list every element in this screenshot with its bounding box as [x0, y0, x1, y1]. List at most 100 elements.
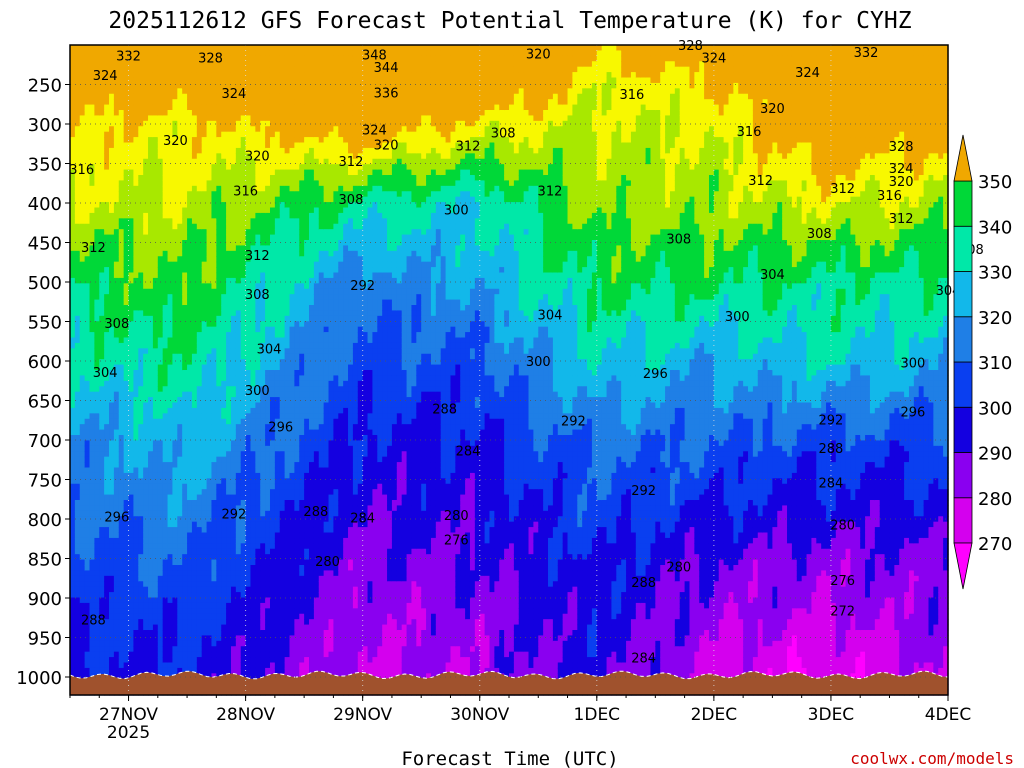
heat-cell: [79, 440, 86, 447]
heat-cell: [211, 527, 217, 534]
heat-cell: [113, 299, 120, 306]
heat-cell: [250, 202, 256, 209]
heat-cell: [128, 364, 135, 371]
heat-cell: [123, 310, 130, 317]
heat-cell: [79, 261, 86, 268]
heat-cell: [211, 82, 217, 89]
heat-cell: [138, 413, 144, 420]
heat-cell: [196, 402, 203, 409]
heat-cell: [152, 299, 159, 306]
heat-cell: [118, 407, 125, 414]
heat-cell: [89, 586, 95, 593]
heat-cell: [250, 667, 256, 674]
heat-cell: [187, 554, 193, 561]
heat-cell: [104, 310, 110, 317]
heat-cell: [265, 305, 271, 312]
heat-cell: [269, 137, 276, 144]
heat-cell: [211, 288, 217, 295]
heat-cell: [157, 229, 164, 236]
heat-cell: [187, 61, 193, 68]
heat-cell: [177, 110, 183, 117]
heat-cell: [211, 586, 217, 593]
heat-cell: [221, 245, 227, 252]
heat-cell: [230, 478, 237, 485]
heat-cell: [177, 391, 183, 398]
heat-cell: [157, 288, 164, 295]
heat-cell: [109, 137, 115, 144]
heat-cell: [143, 489, 149, 496]
heat-cell: [152, 548, 159, 555]
heat-cell: [191, 543, 198, 550]
heat-cell: [143, 527, 149, 534]
heat-cell: [260, 440, 266, 447]
heat-cell: [89, 516, 95, 523]
heat-cell: [221, 342, 227, 349]
heat-cell: [104, 424, 110, 431]
heat-cell: [216, 581, 222, 588]
heat-cell: [177, 82, 183, 89]
heat-cell: [250, 635, 256, 642]
heat-cell: [113, 510, 120, 517]
heat-cell: [177, 305, 183, 312]
heat-cell: [187, 283, 193, 290]
heat-cell: [196, 45, 203, 52]
heat-cell: [104, 61, 110, 68]
heat-cell: [245, 619, 252, 626]
heat-cell: [191, 240, 198, 247]
heat-cell: [143, 153, 149, 160]
heat-cell: [201, 50, 208, 57]
heat-cell: [260, 532, 266, 539]
heat-cell: [235, 662, 242, 669]
heat-cell: [148, 137, 154, 144]
heat-cell: [260, 424, 266, 431]
heat-cell: [167, 581, 174, 588]
heat-cell: [250, 435, 256, 442]
heat-cell: [206, 250, 213, 257]
heat-cell: [191, 305, 198, 312]
heat-cell: [118, 489, 125, 496]
heat-cell: [177, 72, 183, 79]
heat-cell: [70, 592, 76, 599]
heat-cell: [157, 532, 164, 539]
heat-cell: [138, 592, 144, 599]
heat-cell: [221, 662, 227, 669]
heat-cell: [104, 478, 110, 485]
heat-cell: [118, 185, 125, 192]
heat-cell: [79, 478, 86, 485]
heat-cell: [177, 294, 183, 301]
heat-cell: [133, 191, 139, 198]
heat-cell: [235, 272, 242, 279]
heat-cell: [167, 110, 174, 117]
heat-cell: [240, 565, 247, 572]
heat-cell: [235, 435, 242, 442]
heat-cell: [235, 548, 242, 555]
heat-cell: [230, 342, 237, 349]
heat-cell: [177, 510, 183, 517]
heat-cell: [118, 267, 125, 274]
heat-cell: [104, 294, 110, 301]
heat-cell: [143, 440, 149, 447]
heat-cell: [206, 646, 213, 653]
heat-cell: [260, 570, 266, 577]
heat-cell: [245, 131, 252, 138]
heat-cell: [133, 548, 139, 555]
heat-cell: [104, 532, 110, 539]
heat-cell: [138, 380, 144, 387]
heat-cell: [255, 359, 261, 366]
heat-cell: [104, 407, 110, 414]
heat-cell: [260, 521, 266, 528]
heat-cell: [167, 137, 174, 144]
heat-cell: [182, 142, 188, 149]
heat-cell: [152, 245, 159, 252]
heat-cell: [172, 602, 178, 609]
heat-cell: [255, 370, 261, 377]
heat-cell: [84, 326, 91, 333]
heat-cell: [70, 662, 76, 669]
heat-cell: [138, 245, 144, 252]
heat-cell: [221, 234, 227, 241]
heat-cell: [182, 234, 188, 241]
heat-cell: [128, 527, 135, 534]
heat-cell: [89, 440, 95, 447]
heat-cell: [118, 131, 125, 138]
heat-cell: [269, 234, 276, 241]
